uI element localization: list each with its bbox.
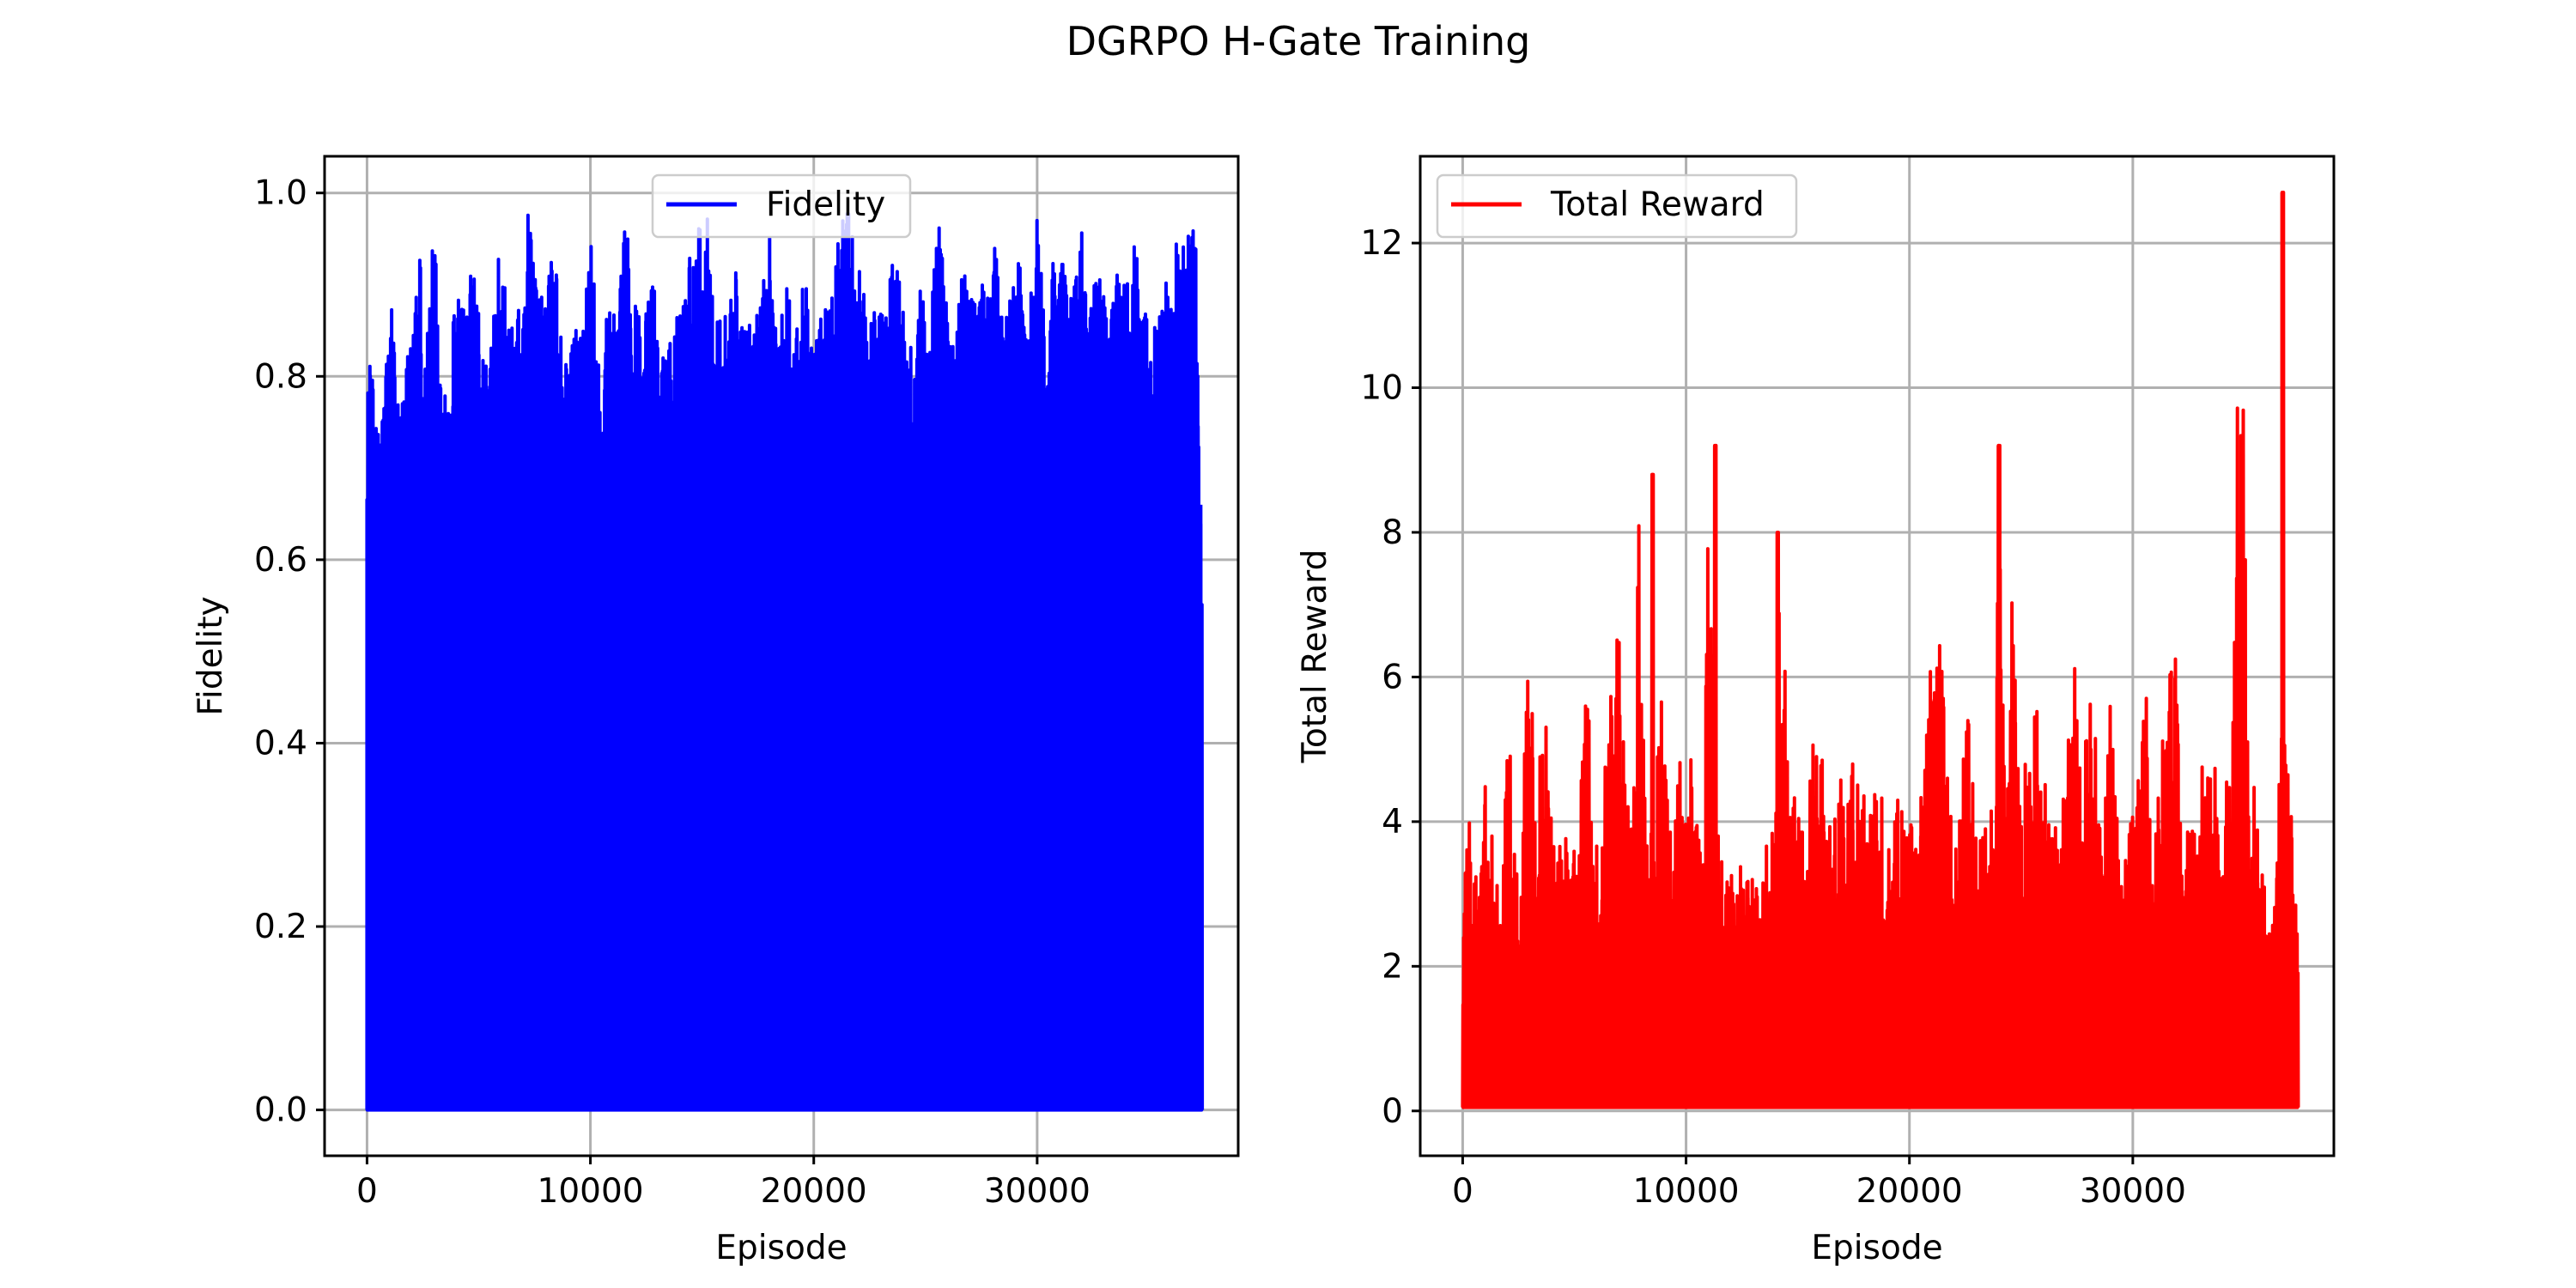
fidelity-x-tick-label: 20000 (761, 1172, 867, 1211)
fidelity-y-axis-label: Fidelity (191, 596, 230, 715)
reward-ticks: 0 10000 20000 30000 0 2 4 6 8 10 12 (1360, 224, 2186, 1211)
reward-y-tick-label: 8 (1382, 513, 1403, 552)
fidelity-legend-box (651, 173, 912, 239)
reward-y-tick-label: 2 (1382, 947, 1403, 986)
fidelity-y-tick-label: 0.2 (254, 908, 307, 946)
fidelity-axes-frame (323, 155, 1240, 1157)
fidelity-y-tick-label: 1.0 (254, 174, 307, 213)
fidelity-x-axis-label: Episode (715, 1229, 847, 1267)
reward-legend-box (1436, 173, 1798, 239)
reward-plot-area (1461, 191, 2300, 1109)
fidelity-plot: 0 10000 20000 30000 0.0 0.2 0.4 0.6 0.8 1.0 Episo… (191, 155, 1240, 1267)
reward-y-tick-label: 0 (1382, 1092, 1403, 1131)
reward-x-tick-label: 10000 (1633, 1172, 1740, 1211)
reward-x-axis-label: Episode (1811, 1229, 1942, 1267)
fidelity-x-tick-label: 10000 (538, 1172, 644, 1211)
reward-legend: Total Reward (1436, 173, 1798, 239)
fidelity-plot-area (365, 212, 1205, 1112)
reward-x-tick-label: 0 (1452, 1172, 1473, 1211)
reward-plot: 0 10000 20000 30000 0 2 4 6 8 10 12 Episode Total … (1296, 155, 2336, 1267)
reward-y-tick-label: 4 (1382, 803, 1403, 841)
fidelity-ticks: 0 10000 20000 30000 0.0 0.2 0.4 0.6 0.8 1.0 (254, 174, 1091, 1211)
fidelity-legend: Fidelity (651, 173, 912, 239)
fidelity-y-tick-label: 0.0 (254, 1091, 307, 1130)
reward-x-tick-label: 20000 (1856, 1172, 1963, 1211)
fidelity-x-tick-label: 30000 (984, 1172, 1091, 1211)
fidelity-x-tick-label: 0 (356, 1172, 378, 1211)
reward-x-tick-label: 30000 (2080, 1172, 2186, 1211)
figure-title: DGRPO H-Gate Training (1066, 18, 1531, 64)
fidelity-y-tick-label: 0.8 (254, 357, 307, 396)
reward-y-tick-label: 12 (1360, 224, 1403, 263)
fidelity-dense-band (367, 504, 1203, 1110)
reward-y-tick-label: 6 (1382, 658, 1403, 696)
reward-y-axis-label: Total Reward (1296, 550, 1334, 764)
reward-y-tick-label: 10 (1360, 369, 1403, 408)
reward-axes-frame (1419, 155, 2336, 1157)
fidelity-y-tick-label: 0.4 (254, 724, 307, 762)
reward-legend-label: Total Reward (1550, 185, 1765, 224)
reward-series-line (1461, 191, 2300, 1109)
reward-dense-band (1462, 995, 2299, 1108)
fidelity-legend-label: Fidelity (766, 185, 885, 224)
fidelity-y-tick-label: 0.6 (254, 541, 307, 580)
